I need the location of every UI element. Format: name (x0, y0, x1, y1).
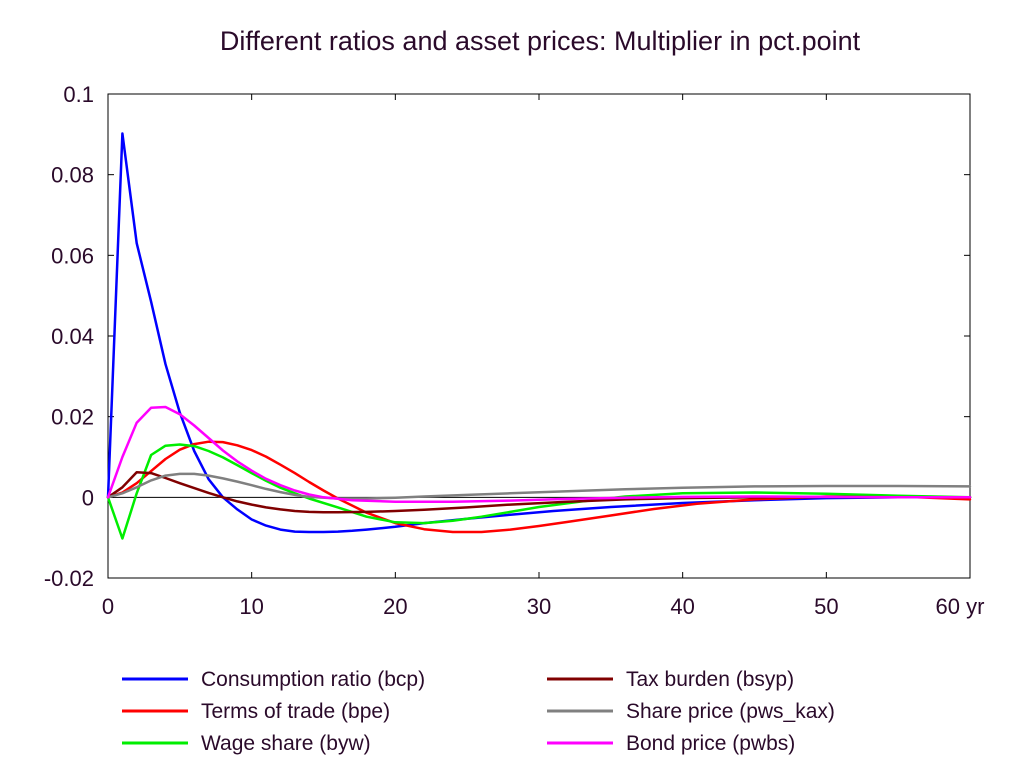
x-tick-label: 20 (383, 594, 407, 619)
legend-label-1: Consumption ratio (bcp) (201, 668, 425, 691)
chart-title: Different ratios and asset prices: Multi… (220, 26, 861, 56)
series-lines (106, 132, 972, 540)
x-tick-label: 40 (670, 594, 694, 619)
y-tick-label: 0.06 (51, 243, 94, 268)
y-tick-label: 0.04 (51, 324, 94, 349)
legend-label-6: Bond price (pwbs) (626, 732, 795, 755)
x-axis: 0 10 20 30 40 50 60 yr (102, 94, 985, 619)
series-line-5 (106, 472, 972, 500)
y-tick-label: 0.02 (51, 405, 94, 430)
x-tick-label: 10 (239, 594, 263, 619)
y-tick-label: 0.08 (51, 163, 94, 188)
x-tick-label: 0 (102, 594, 114, 619)
y-tick-label: 0.1 (63, 82, 94, 107)
x-tick-label: 60 yr (936, 594, 985, 619)
series-line-6 (106, 405, 972, 504)
legend-label-3: Wage share (byw) (201, 732, 371, 755)
legend: Consumption ratio (bcp) Terms of trade (b… (122, 668, 835, 755)
legend-label-2: Terms of trade (bpe) (201, 700, 390, 723)
legend-label-4: Tax burden (bsyp) (626, 668, 794, 691)
series-line-2 (106, 440, 972, 534)
x-tick-label: 30 (527, 594, 551, 619)
series-line-3 (106, 443, 972, 540)
y-tick-label: 0 (82, 485, 94, 510)
series-line-4 (106, 471, 972, 514)
y-tick-label: -0.02 (44, 566, 94, 591)
series-line-1 (106, 132, 972, 534)
x-tick-label: 50 (814, 594, 838, 619)
y-axis: -0.02 0 0.02 0.04 0.06 0.08 0.1 (44, 82, 970, 591)
legend-label-5: Share price (pws_kax) (626, 700, 835, 723)
